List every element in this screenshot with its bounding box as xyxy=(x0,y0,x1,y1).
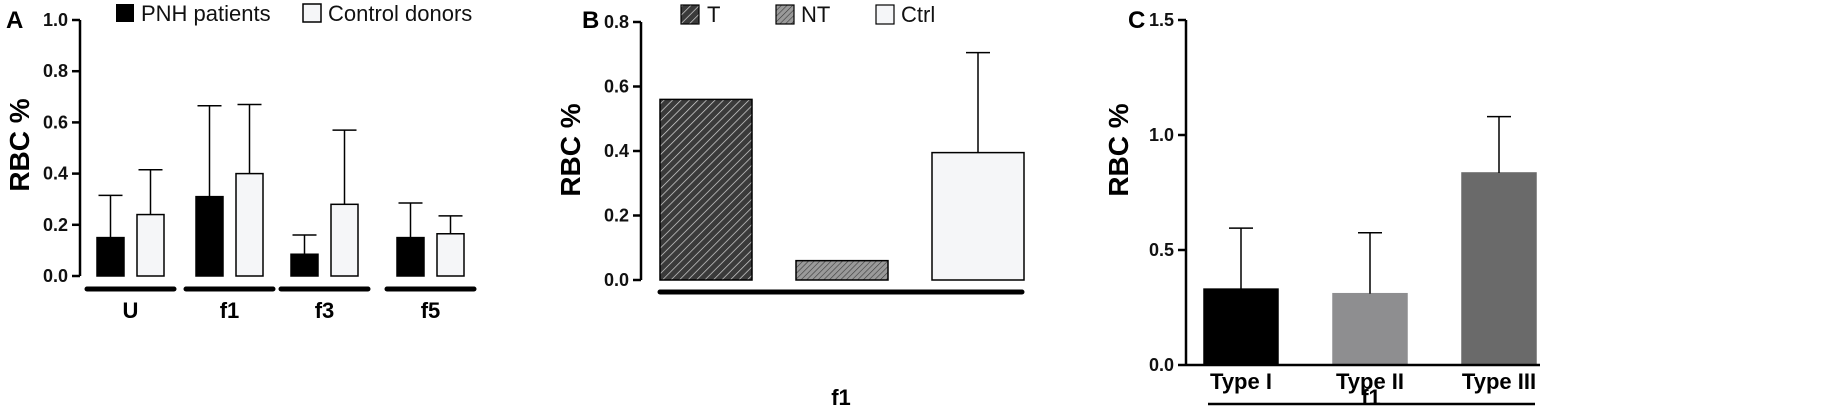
panel-b-bar-NT xyxy=(795,259,889,281)
panel-a-y-tick-label-3: 0.6 xyxy=(43,112,68,132)
panel-a-y-axis-label: RBC % xyxy=(4,98,35,191)
panel-b-y-tick-label-4: 0.8 xyxy=(604,12,629,32)
legend-label-nt: NT xyxy=(801,2,830,27)
panel-b-bar-T xyxy=(659,98,753,281)
panel-c-category-label-type-ii: Type II xyxy=(1336,369,1404,394)
panel-a-bar-f5-control xyxy=(436,233,465,277)
panel-b-letter: B xyxy=(582,7,599,34)
panel-b-y-tick-label-1: 0.2 xyxy=(604,206,629,226)
panel-a-y-tick-label-4: 0.8 xyxy=(43,61,68,81)
panel-a-letter: A xyxy=(6,7,23,34)
panel-c-category-label-type-i: Type I xyxy=(1210,369,1272,394)
panel-c-letter: C xyxy=(1128,7,1145,34)
panel-a-bar-U-control xyxy=(136,213,165,277)
panel-b-y-tick-label-2: 0.4 xyxy=(604,141,629,161)
panel-a-y-tick-label-1: 0.2 xyxy=(43,215,68,235)
legend-swatch-nt xyxy=(775,4,795,25)
legend-label-t: T xyxy=(707,2,720,27)
panel-b-y-tick-label-0: 0.0 xyxy=(604,270,629,290)
panel-b-y-axis-label: RBC % xyxy=(555,103,586,196)
panel-a-category-label-f5: f5 xyxy=(421,298,441,323)
panel-c-bar-type-i xyxy=(1203,288,1279,366)
panel-b-bar-Ctrl xyxy=(931,151,1025,281)
panel-c-y-tick-label-3: 1.5 xyxy=(1149,10,1174,30)
legend-label-ctrl: Ctrl xyxy=(901,2,935,27)
panel-a-category-label-f1: f1 xyxy=(220,298,240,323)
panel-a-bar-U-pnh xyxy=(96,236,125,277)
legend-swatch-ctrl xyxy=(875,4,895,25)
legend-swatch-control-donors xyxy=(302,3,322,23)
legend-label-pnh-patients: PNH patients xyxy=(141,1,271,26)
panel-c-category-label-type-iii: Type III xyxy=(1462,369,1536,394)
panel-a-bar-f3-control xyxy=(330,203,359,277)
legend-swatch-t xyxy=(680,4,700,25)
panel-a-y-tick-label-2: 0.4 xyxy=(43,164,68,184)
panel-c-y-tick-label-1: 0.5 xyxy=(1149,240,1174,260)
panel-c-bar-type-ii xyxy=(1332,292,1408,366)
panel-a-bar-f3-pnh xyxy=(290,253,319,277)
panel-b-group-label: f1 xyxy=(831,385,851,410)
panel-c-y-tick-label-2: 1.0 xyxy=(1149,125,1174,145)
panel-b-y-tick-label-3: 0.6 xyxy=(604,77,629,97)
panel-a-category-label-f3: f3 xyxy=(315,298,335,323)
panel-a-category-label-U: U xyxy=(123,298,139,323)
panel-c-y-tick-label-0: 0.0 xyxy=(1149,355,1174,375)
panel-c-bar-type-iii xyxy=(1461,172,1537,366)
legend-label-control-donors: Control donors xyxy=(328,1,472,26)
panel-a-bar-f5-pnh xyxy=(396,236,425,277)
panel-a-y-tick-label-0: 0.0 xyxy=(43,266,68,286)
panel-c-y-axis-label: RBC % xyxy=(1103,103,1134,196)
panel-a-bar-f1-pnh xyxy=(195,195,224,277)
legend-swatch-pnh-patients xyxy=(116,4,134,22)
panel-a-bar-f1-control xyxy=(235,172,264,277)
panel-a-y-tick-label-5: 1.0 xyxy=(43,10,68,30)
